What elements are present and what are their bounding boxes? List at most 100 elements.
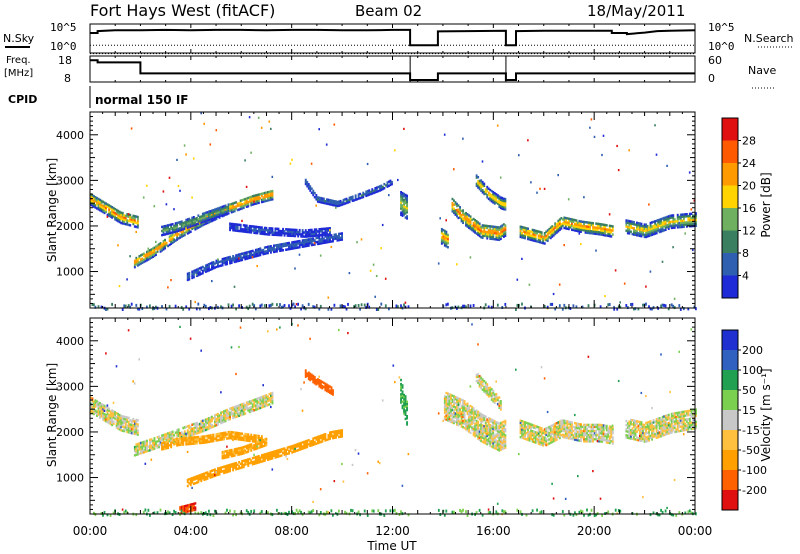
velocity-cell: [215, 421, 218, 425]
power-cell: [557, 219, 560, 223]
velocity-cell: [215, 423, 218, 427]
power-cell: [99, 206, 102, 210]
power-cell: [675, 224, 678, 227]
power-cell: [292, 245, 295, 248]
velocity-cell: [192, 433, 195, 436]
velocity-cell: [224, 415, 227, 419]
power-cell: [486, 189, 489, 193]
velocity-cell: [129, 423, 132, 426]
power-cell: [270, 196, 272, 199]
power-cell: [472, 217, 475, 221]
power-cell: [211, 211, 213, 214]
power-cell: [186, 228, 189, 231]
velocity-cell: [285, 448, 288, 452]
power-cell: [611, 229, 614, 232]
power-cell: [333, 233, 336, 237]
power-ground-cell: [445, 303, 448, 307]
power-cell: [633, 221, 635, 224]
power-cell: [306, 240, 309, 243]
freq-line-freq: [90, 59, 695, 81]
power-cell: [201, 269, 204, 273]
velocity-cell: [189, 438, 192, 442]
velocity-cell: [256, 459, 259, 463]
velocity-cell: [164, 447, 167, 450]
power-cell: [215, 216, 218, 219]
power-cell: [484, 232, 487, 236]
power-cell: [528, 236, 531, 239]
velocity-cell: [235, 407, 238, 410]
power-cell: [639, 228, 641, 231]
power-cell: [224, 212, 227, 216]
power-cell: [504, 204, 507, 207]
power-cell: [667, 223, 670, 226]
power-cell: [660, 230, 663, 233]
power-cell: [336, 202, 339, 206]
power-cell: [475, 220, 478, 223]
velocity-cell: [197, 476, 200, 480]
power-cell: [195, 219, 198, 222]
power-cell: [183, 231, 186, 235]
power-cell: [558, 224, 561, 227]
power-cell: [451, 197, 454, 201]
velocity-cell: [133, 445, 136, 449]
power-cell: [276, 244, 278, 247]
power-cell: [114, 207, 117, 211]
velocity-cell: [171, 441, 174, 444]
power-cell: [475, 222, 478, 225]
velocity-cell: [183, 507, 186, 510]
power-cell: [391, 182, 393, 186]
velocity-noise-cell: [303, 381, 305, 384]
power-cell: [233, 258, 236, 262]
power-cell: [663, 223, 666, 226]
velocity-cell: [451, 412, 454, 416]
power-cell: [639, 222, 641, 225]
power-cell: [454, 201, 457, 204]
power-cell: [186, 218, 189, 221]
velocity-cell: [450, 412, 452, 415]
power-cell: [578, 222, 581, 225]
power-cell: [306, 180, 309, 184]
power-cell: [318, 230, 321, 233]
velocity-cell: [102, 403, 105, 407]
power-cell: [537, 234, 540, 237]
velocity-cell: [312, 439, 315, 442]
velocity-ground-cell: [350, 508, 352, 512]
velocity-cell: [135, 420, 138, 424]
power-cell: [90, 195, 92, 198]
velocity-cell: [235, 405, 238, 408]
power-ground-cell: [300, 307, 302, 311]
power-cell: [170, 242, 173, 246]
velocity-cell: [325, 387, 328, 391]
velocity-cell: [188, 440, 191, 444]
power-cell: [133, 225, 136, 228]
power-cell: [136, 260, 139, 263]
power-cell: [463, 212, 466, 216]
power-cell: [170, 231, 173, 235]
power-cell: [177, 227, 180, 231]
velocity-cell: [179, 441, 182, 445]
velocity-cell: [220, 468, 223, 471]
velocity-cell: [251, 405, 254, 408]
power-cell: [590, 223, 593, 227]
velocity-cell: [241, 460, 244, 463]
power-noise-cell: [127, 213, 130, 216]
power-cell: [91, 198, 94, 201]
power-cell: [555, 223, 558, 226]
power-cell: [519, 235, 522, 239]
power-cell: [319, 238, 322, 241]
power-cell: [319, 227, 322, 231]
velocity-cell: [445, 404, 448, 407]
power-cell: [300, 235, 303, 238]
velocity-cell: [102, 412, 105, 415]
power-cell: [307, 244, 310, 247]
velocity-cell: [447, 394, 449, 397]
velocity-cell: [141, 441, 144, 444]
power-cell: [294, 228, 297, 232]
velocity-cell: [197, 435, 200, 439]
velocity-cell: [450, 404, 452, 407]
power-ground-cell: [472, 304, 475, 307]
velocity-cell: [214, 420, 216, 423]
power-cell: [310, 239, 313, 243]
power-cell: [280, 249, 283, 252]
power-cell: [218, 264, 221, 268]
